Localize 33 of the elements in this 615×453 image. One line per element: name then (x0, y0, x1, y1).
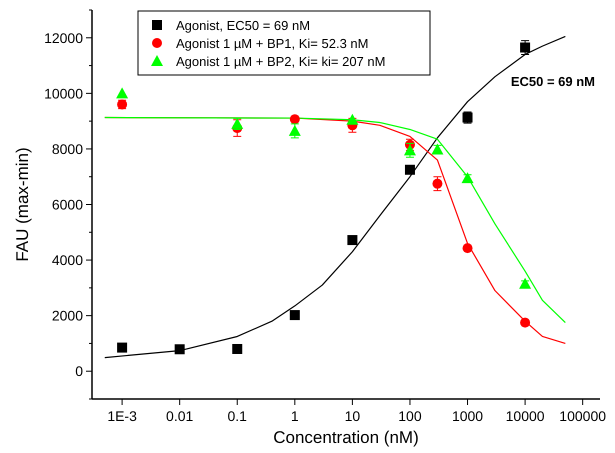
y-tick-label: 4000 (52, 252, 84, 268)
point (290, 310, 300, 320)
x-axis-title: Concentration (nM) (273, 428, 419, 447)
y-tick-label: 0 (75, 363, 84, 380)
x-tick-label: 0.01 (166, 408, 194, 424)
x-tick-label: 1 (290, 408, 299, 424)
x-tick-label: 1000 (452, 408, 484, 424)
x-tick-label: 0.1 (228, 408, 248, 424)
x-tick-label: 10000 (506, 408, 545, 424)
point (232, 344, 242, 354)
y-tick-label: 10000 (44, 85, 84, 102)
point (462, 243, 473, 254)
point (116, 87, 128, 98)
annotation: EC50 = 69 nM (510, 74, 595, 89)
point (117, 342, 128, 353)
legend-label: Agonist 1 µM + BP1, Ki= 52.3 nM (176, 36, 368, 51)
x-tick-label: 100 (398, 408, 422, 424)
point (520, 318, 530, 328)
x-tick-label: 10 (344, 408, 360, 424)
legend-label: Agonist 1 µM + BP2, Ki= ki= 207 nM (176, 54, 386, 69)
y-tick-label: 12000 (44, 30, 84, 46)
point (174, 344, 185, 354)
x-tick-label: 100000 (559, 408, 606, 424)
y-tick-label: 2000 (52, 308, 84, 324)
y-axis-title: FAU (max-min) (13, 147, 32, 262)
y-tick-label: 6000 (52, 196, 84, 212)
y-tick-label: 8000 (52, 140, 84, 157)
point (520, 42, 530, 53)
point (347, 235, 358, 246)
point (519, 278, 532, 289)
x-tick-label: 1E-3 (107, 408, 138, 424)
point (404, 164, 415, 175)
legend-label: Agonist, EC50 = 69 nM (176, 18, 310, 33)
